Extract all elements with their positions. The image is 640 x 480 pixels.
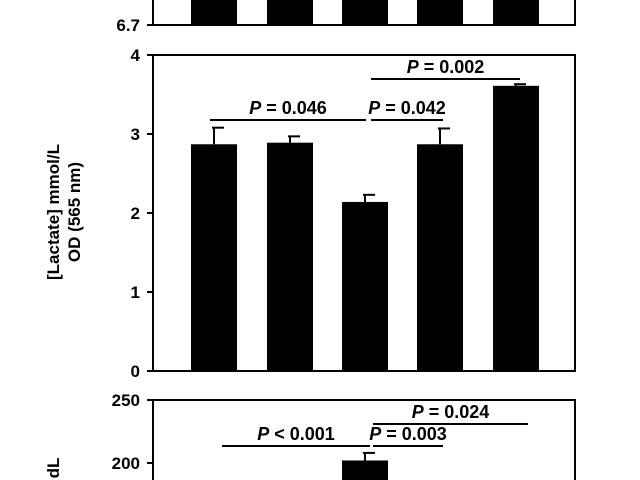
lactate-y-tick-label: 0 bbox=[131, 362, 140, 381]
bottom-p-symbol: P bbox=[257, 424, 270, 444]
lactate-p-value: = 0.046 bbox=[261, 98, 327, 118]
lactate-bar bbox=[417, 144, 463, 371]
bottom-p-symbol: P bbox=[412, 402, 425, 422]
bottom-p-value-label: P = 0.003 bbox=[369, 424, 447, 444]
lactate-y-label: [Lactate] mmol/L bbox=[44, 144, 63, 280]
lactate-y-label-sub: OD (565 nm) bbox=[65, 162, 84, 262]
lactate-bar bbox=[267, 142, 313, 371]
lactate-bar bbox=[191, 144, 237, 371]
lactate-y-tick-label: 3 bbox=[131, 125, 140, 144]
lactate-p-symbol: P bbox=[368, 98, 381, 118]
lactate-p-value: = 0.002 bbox=[419, 57, 485, 77]
bottom-p-value-label: P = 0.024 bbox=[412, 402, 490, 422]
top-panel: 6.7 bbox=[116, 0, 576, 35]
lactate-p-value-label: P = 0.046 bbox=[249, 98, 327, 118]
bottom-bar bbox=[342, 460, 388, 480]
bottom-p-value: = 0.024 bbox=[424, 402, 490, 422]
lactate-y-axis: 0 1 2 3 4 bbox=[131, 46, 153, 381]
lactate-bar bbox=[493, 85, 539, 371]
lactate-bar bbox=[342, 201, 388, 371]
bottom-y-axis: 200 250 bbox=[112, 391, 153, 473]
bottom-y-tick-label: 200 bbox=[112, 454, 140, 473]
top-bar bbox=[191, 0, 237, 25]
top-bar bbox=[493, 0, 539, 25]
lactate-p-symbol: P bbox=[407, 57, 420, 77]
top-panel-bars bbox=[191, 0, 539, 25]
lactate-p-value: = 0.042 bbox=[380, 98, 446, 118]
bottom-p-value: < 0.001 bbox=[269, 424, 335, 444]
top-y-tick-label: 6.7 bbox=[116, 16, 140, 35]
lactate-y-tick-label: 1 bbox=[131, 283, 140, 302]
bottom-p-symbol: P bbox=[369, 424, 382, 444]
top-bar bbox=[342, 0, 388, 25]
lactate-p-symbol: P bbox=[249, 98, 262, 118]
bottom-p-value: = 0.003 bbox=[381, 424, 447, 444]
lactate-p-value-label: P = 0.042 bbox=[368, 98, 446, 118]
lactate-y-tick-label: 4 bbox=[131, 46, 141, 65]
bottom-panel-frame bbox=[152, 399, 576, 480]
top-bar bbox=[417, 0, 463, 25]
lactate-bars bbox=[191, 83, 539, 371]
lactate-y-tick-label: 2 bbox=[131, 204, 140, 223]
bottom-bars bbox=[342, 451, 388, 480]
top-bar bbox=[267, 0, 313, 25]
bottom-p-value-label: P < 0.001 bbox=[257, 424, 335, 444]
lactate-p-value-label: P = 0.002 bbox=[407, 57, 485, 77]
bottom-y-label-fragment: dL bbox=[44, 458, 63, 479]
bottom-y-tick-label: 250 bbox=[112, 391, 140, 410]
